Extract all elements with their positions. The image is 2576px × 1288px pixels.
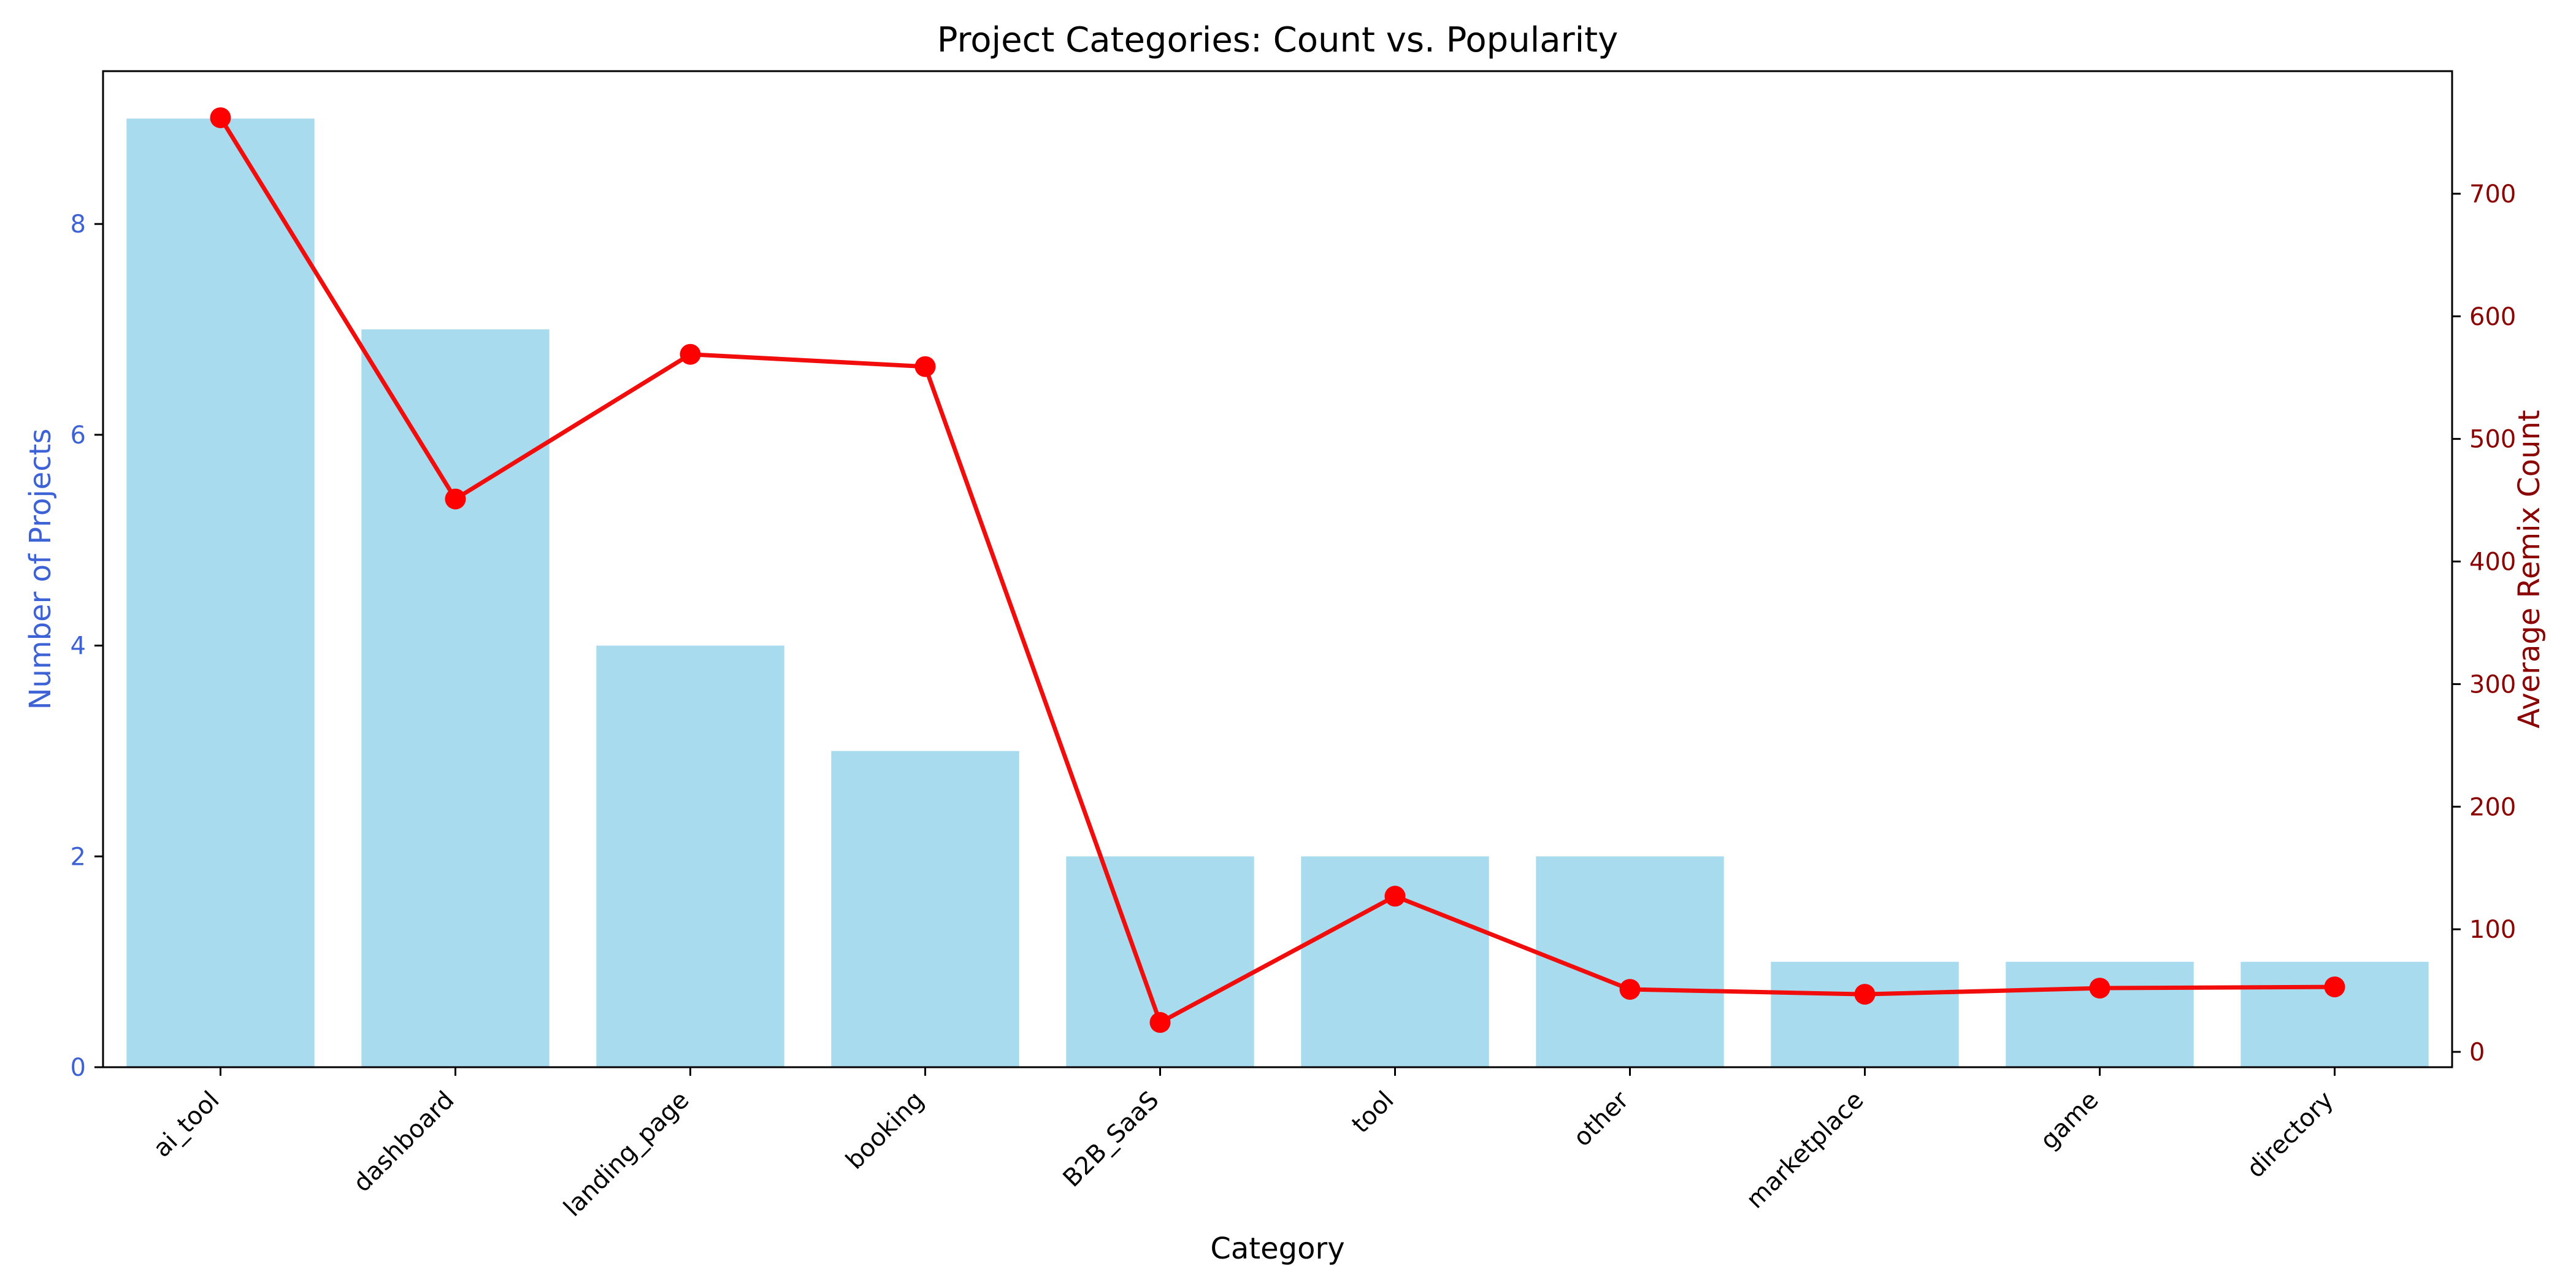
y-right-tick-label: 0: [2469, 1038, 2485, 1067]
point-B2B_SaaS: [1149, 1012, 1171, 1033]
y-left-tick-label: 0: [71, 1054, 86, 1082]
markers-layer: [210, 107, 2345, 1033]
bar-other: [1536, 856, 1724, 1067]
y-axis-left-label: Number of Projects: [23, 429, 58, 710]
remix-line: [218, 117, 2335, 1025]
bar-dashboard: [361, 329, 550, 1067]
y-left-tick-label: 8: [71, 210, 86, 239]
y-right-tick-label: 400: [2469, 548, 2516, 577]
y-right-tick-label: 700: [2469, 180, 2516, 209]
point-dashboard: [445, 488, 466, 510]
point-directory: [2324, 976, 2345, 998]
y-axis-right-label: Average Remix Count: [2512, 410, 2547, 728]
point-marketplace: [1854, 984, 1876, 1005]
y-axis-left: 0 2 4 6 8: [71, 210, 103, 1082]
point-booking: [914, 356, 936, 377]
bar-ai_tool: [126, 118, 315, 1067]
y-left-tick-label: 6: [71, 421, 86, 450]
y-right-tick-label: 500: [2469, 426, 2516, 454]
y-axis-right: 0 100 200 300 400 500 600 700: [2452, 180, 2516, 1067]
y-right-tick-label: 100: [2469, 916, 2516, 944]
bar-game: [2006, 962, 2194, 1067]
y-right-tick-label: 300: [2469, 670, 2516, 699]
bar-marketplace: [1771, 962, 1959, 1067]
point-landing_page: [680, 343, 701, 365]
point-other: [1619, 979, 1641, 1000]
point-game: [2089, 978, 2110, 999]
bar-booking: [831, 751, 1019, 1067]
y-left-tick-label: 2: [71, 843, 86, 871]
point-ai_tool: [210, 107, 231, 128]
plot-frame: [102, 70, 2453, 1068]
y-right-tick-label: 200: [2469, 793, 2516, 821]
bars-layer: [126, 118, 2429, 1067]
bar-B2B_SaaS: [1066, 856, 1254, 1067]
y-left-tick-label: 4: [71, 632, 86, 661]
y-right-tick-label: 600: [2469, 303, 2516, 331]
line-layer: [218, 117, 2335, 1025]
chart-title: Project Categories: Count vs. Popularity: [937, 20, 1619, 60]
x-axis-label: Category: [1210, 1232, 1344, 1266]
point-tool: [1384, 886, 1406, 907]
bar-landing_page: [596, 645, 784, 1067]
